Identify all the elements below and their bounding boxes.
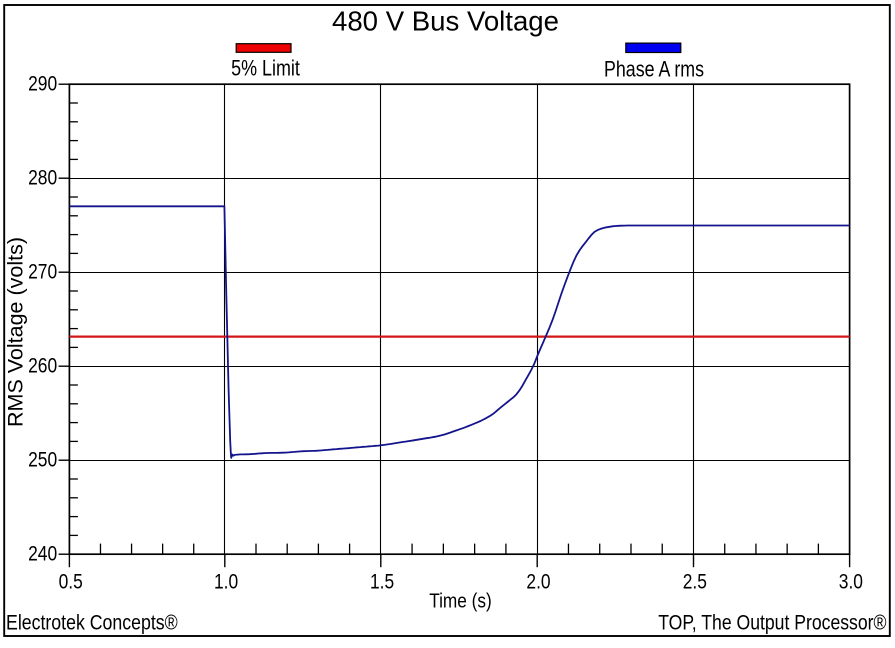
- svg-text:RMS Voltage (volts): RMS Voltage (volts): [3, 237, 27, 427]
- svg-text:2.0: 2.0: [526, 570, 550, 593]
- svg-text:3.0: 3.0: [839, 570, 863, 593]
- svg-text:480 V Bus Voltage: 480 V Bus Voltage: [332, 6, 559, 37]
- svg-text:260: 260: [28, 355, 57, 378]
- svg-text:250: 250: [28, 449, 57, 472]
- svg-text:1.5: 1.5: [370, 570, 394, 593]
- svg-text:280: 280: [28, 167, 57, 190]
- svg-text:5% Limit: 5% Limit: [231, 56, 300, 81]
- svg-text:2.5: 2.5: [683, 570, 707, 593]
- svg-text:0.5: 0.5: [59, 570, 83, 593]
- svg-text:Phase A rms: Phase A rms: [604, 56, 704, 81]
- svg-text:Electrotek Concepts®: Electrotek Concepts®: [6, 611, 178, 634]
- svg-text:240: 240: [28, 543, 57, 566]
- svg-text:270: 270: [28, 261, 57, 284]
- svg-text:TOP, The Output Processor®: TOP, The Output Processor®: [658, 611, 886, 634]
- svg-text:1.0: 1.0: [214, 570, 238, 593]
- svg-text:290: 290: [28, 73, 57, 96]
- svg-text:Time (s): Time (s): [429, 589, 492, 612]
